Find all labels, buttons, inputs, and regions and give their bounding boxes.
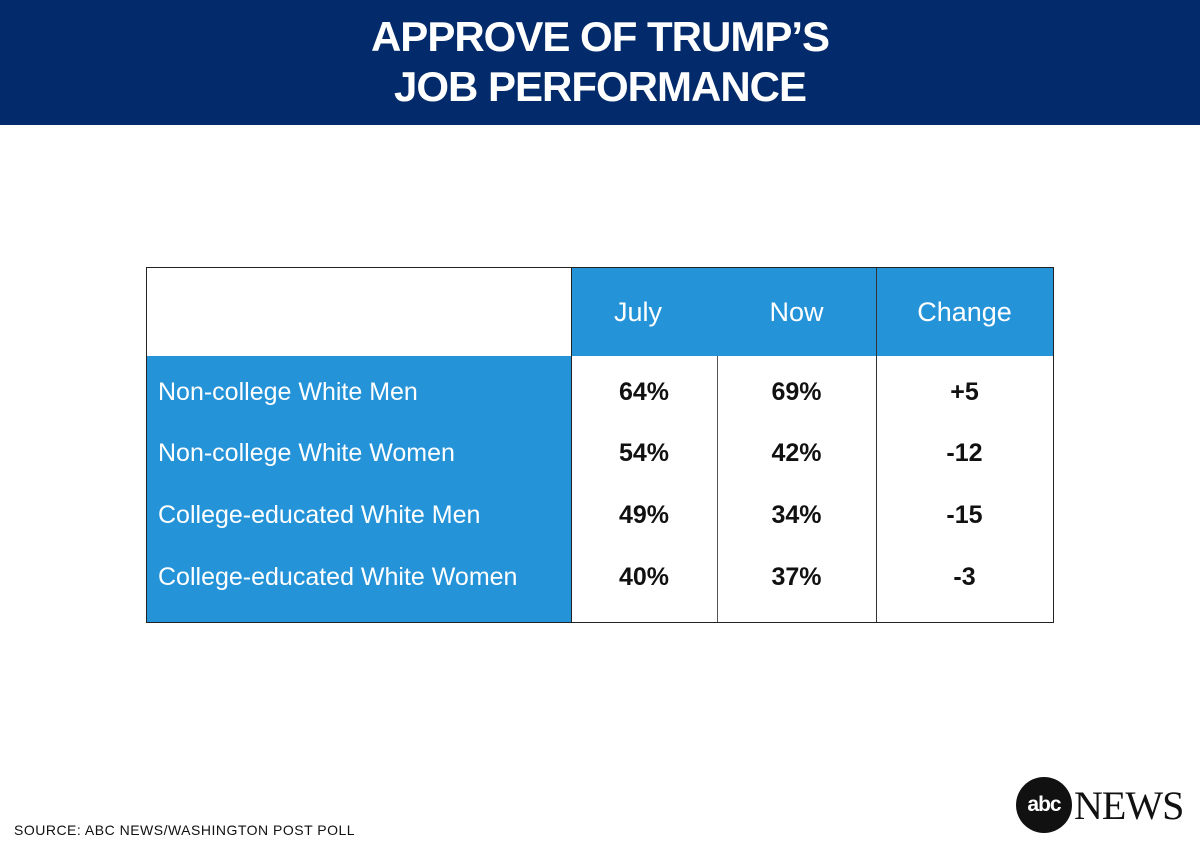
cell-july: 64% [618,378,670,406]
cell-july: 40% [618,563,670,591]
column-divider [876,268,877,622]
cell-now: 42% [771,439,822,467]
abc-logo-circle: abc [1016,777,1072,833]
news-wordmark: NEWS [1074,783,1184,828]
cell-july: 49% [618,501,670,529]
cell-change: -15 [946,501,983,529]
column-header-now: Now [769,297,824,327]
column-header-band [571,268,1053,356]
cell-now: 69% [771,378,822,406]
row-label-column [147,356,571,622]
cell-change: -3 [953,563,976,591]
row-label: College-educated White Men [158,501,481,529]
cell-change: -12 [946,439,983,467]
source-note: SOURCE: ABC NEWS/WASHINGTON POST POLL [14,822,356,838]
row-label: Non-college White Women [158,439,455,467]
cell-change: +5 [950,378,979,406]
cell-now: 34% [771,501,822,529]
column-divider [571,268,572,622]
title-line-2: JOB PERFORMANCE [393,63,807,110]
column-header-change: Change [917,297,1012,327]
title-banner: APPROVE OF TRUMP’S JOB PERFORMANCE [0,0,1200,125]
table-corner [147,268,571,356]
cell-now: 37% [771,563,822,591]
abc-news-logo: abc NEWS [1016,777,1186,837]
cell-july: 54% [618,439,670,467]
title-line-1: APPROVE OF TRUMP’S [370,13,830,60]
row-label: Non-college White Men [158,378,418,406]
column-header-july: July [613,297,662,327]
row-label: College-educated White Women [158,563,518,591]
approval-table: July Now Change Non-college White Men 64… [146,267,1054,623]
column-divider [717,356,718,622]
